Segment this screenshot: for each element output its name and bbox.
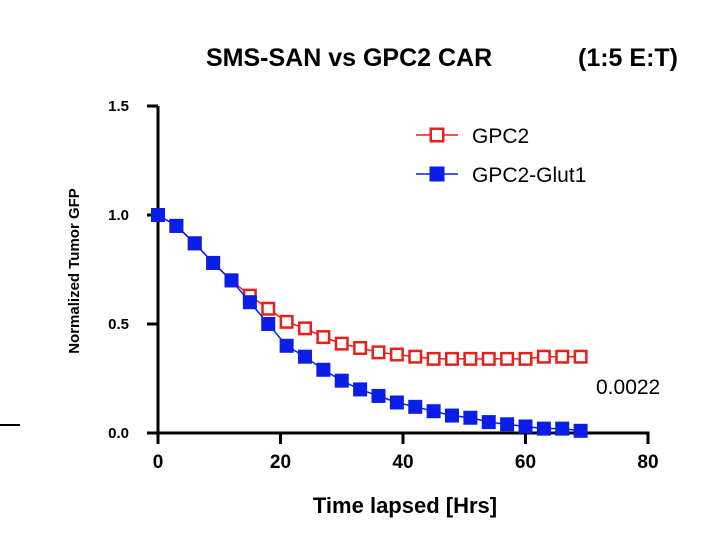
x-tick-label: 40 bbox=[392, 452, 413, 473]
chart-title-suffix: (1:5 E:T) bbox=[578, 44, 678, 72]
data-point-marker bbox=[429, 127, 445, 143]
data-point-marker bbox=[518, 351, 533, 366]
y-axis-label: Normalized Tumor GFP bbox=[66, 188, 83, 354]
data-point-marker bbox=[187, 236, 202, 251]
data-point-marker bbox=[371, 345, 386, 360]
data-point-marker bbox=[371, 388, 386, 403]
data-point-marker bbox=[500, 417, 515, 432]
data-point-marker bbox=[389, 347, 404, 362]
data-point-marker bbox=[445, 351, 459, 366]
data-point-marker bbox=[518, 419, 533, 434]
data-point-marker bbox=[298, 321, 312, 336]
x-axis-label: Time lapsed [Hrs] bbox=[313, 493, 497, 518]
legend-item: GPC2 bbox=[416, 125, 529, 148]
y-tick-label: 1.0 bbox=[108, 207, 129, 224]
legend-label: GPC2-Glut1 bbox=[472, 164, 586, 187]
data-point-marker bbox=[224, 273, 239, 288]
data-point-marker bbox=[481, 415, 496, 430]
data-point-marker bbox=[426, 351, 441, 366]
x-tick-label: 0 bbox=[153, 452, 164, 473]
series-line bbox=[157, 214, 581, 360]
data-point-marker bbox=[536, 421, 551, 436]
x-tick-label: 20 bbox=[270, 452, 291, 473]
data-point-marker bbox=[555, 349, 570, 364]
legend: GPC2 GPC2-Glut1 bbox=[416, 125, 586, 187]
series-layer bbox=[151, 208, 588, 438]
data-point-marker bbox=[500, 351, 515, 366]
data-point-marker bbox=[261, 301, 276, 316]
data-point-marker bbox=[279, 338, 294, 353]
legend-item: GPC2-Glut1 bbox=[416, 164, 586, 187]
y-tick-label: 0.0 bbox=[108, 425, 129, 442]
series-gpc2 bbox=[151, 208, 588, 366]
x-tick-label: 60 bbox=[515, 452, 536, 473]
data-point-marker bbox=[334, 373, 349, 388]
data-point-marker bbox=[429, 166, 445, 182]
p-value-annotation: 0.0022 bbox=[596, 376, 660, 399]
x-tick-label: 80 bbox=[637, 452, 658, 473]
data-point-marker bbox=[242, 295, 257, 310]
data-point-marker bbox=[426, 404, 441, 419]
y-tick-label: 0.5 bbox=[108, 316, 129, 333]
data-point-marker bbox=[353, 382, 368, 397]
axes: 0 20 40 60 80 0.0 0.5 1.0 1.5 bbox=[108, 98, 658, 473]
data-point-marker bbox=[463, 351, 478, 366]
data-point-marker bbox=[279, 314, 294, 329]
data-point-marker bbox=[169, 218, 184, 233]
data-point-marker bbox=[316, 362, 331, 377]
data-point-marker bbox=[151, 208, 165, 222]
data-point-marker bbox=[408, 399, 423, 414]
data-point-marker bbox=[555, 421, 570, 436]
data-point-marker bbox=[463, 410, 478, 425]
data-point-marker bbox=[573, 423, 588, 438]
data-point-marker bbox=[334, 336, 349, 351]
series-gpc2-glut1 bbox=[151, 208, 588, 438]
series-line bbox=[157, 214, 581, 432]
chart-title: SMS-SAN vs GPC2 CAR bbox=[206, 44, 492, 72]
data-point-marker bbox=[261, 317, 276, 331]
data-point-marker bbox=[481, 351, 496, 366]
data-point-marker bbox=[298, 349, 312, 364]
legend-label: GPC2 bbox=[472, 125, 529, 148]
data-point-marker bbox=[408, 349, 423, 364]
data-point-marker bbox=[353, 340, 368, 355]
data-point-marker bbox=[206, 255, 221, 270]
data-point-marker bbox=[316, 330, 331, 345]
data-point-marker bbox=[573, 349, 588, 364]
data-point-marker bbox=[389, 395, 404, 410]
data-point-marker bbox=[445, 408, 459, 423]
y-tick-label: 1.5 bbox=[108, 98, 129, 115]
data-point-marker bbox=[536, 349, 551, 364]
